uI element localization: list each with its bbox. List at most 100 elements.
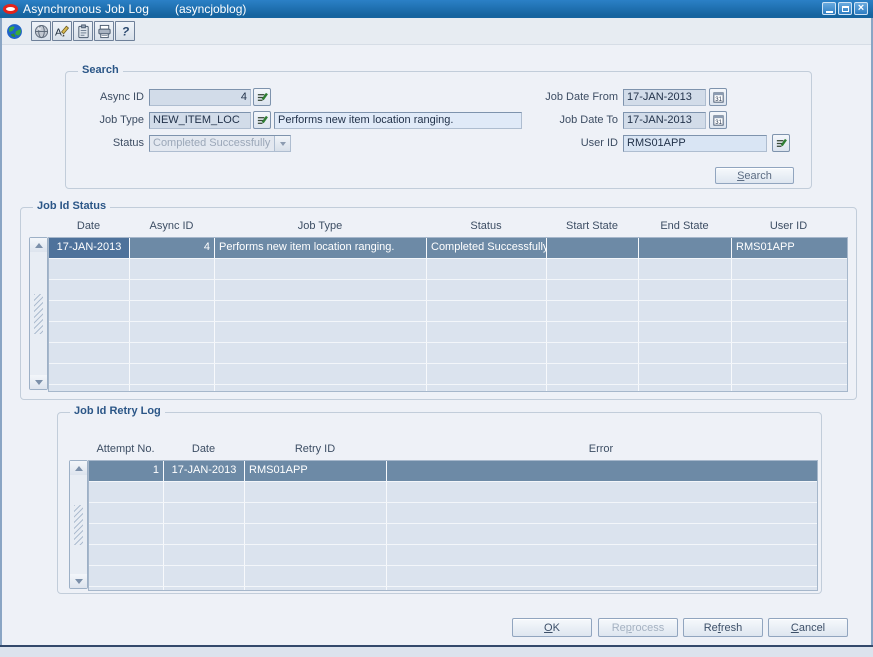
maximize-button[interactable] [838, 2, 852, 15]
table-row-empty[interactable] [89, 545, 817, 565]
svg-text:31: 31 [715, 97, 722, 103]
cell-retry-id[interactable]: RMS01APP [245, 461, 387, 481]
refresh-button[interactable]: Re f resh [683, 618, 763, 637]
table-row[interactable]: 1 17-JAN-2013 RMS01APP [89, 461, 817, 481]
window-resize-strip[interactable] [0, 647, 873, 657]
empty-cell [387, 566, 817, 586]
table-row-empty[interactable] [89, 524, 817, 544]
job-type-description-field: Performs new item location ranging. [274, 112, 522, 129]
empty-cell [245, 545, 387, 565]
column-header: Start State [566, 220, 618, 232]
job-date-from-label: Job Date From [545, 91, 618, 103]
table-row-empty[interactable] [49, 364, 847, 384]
table-row[interactable]: 17-JAN-2013 4 Performs new item location… [49, 238, 847, 258]
empty-cell [732, 259, 847, 279]
table-row-empty[interactable] [49, 322, 847, 342]
async-id-lov-button[interactable] [253, 88, 271, 106]
svg-text:?: ? [121, 24, 129, 38]
table-row-empty[interactable] [49, 280, 847, 300]
job-date-from-calendar-button[interactable]: 31 [709, 88, 727, 106]
table-row-empty[interactable] [49, 301, 847, 321]
empty-cell [245, 482, 387, 502]
empty-cell [89, 503, 164, 523]
table-row-empty[interactable] [49, 385, 847, 391]
scrollbar-thumb[interactable] [74, 504, 83, 545]
cell-error[interactable] [387, 461, 817, 481]
cell-job-type[interactable]: Performs new item location ranging. [215, 238, 427, 258]
window-title: Asynchronous Job Log [23, 2, 150, 16]
cell-start-state[interactable] [547, 238, 639, 258]
empty-cell [49, 322, 130, 342]
empty-cell [164, 566, 245, 586]
empty-cell [732, 322, 847, 342]
job-date-to-field[interactable]: 17-JAN-2013 [623, 112, 706, 129]
scrollbar-thumb[interactable] [34, 293, 43, 334]
window-border-right [871, 18, 873, 647]
table-row-empty[interactable] [89, 482, 817, 502]
reprocess-button[interactable]: Re p rocess [598, 618, 678, 637]
job-id-status-scrollbar[interactable] [29, 237, 48, 390]
job-id-retry-log-legend: Job Id Retry Log [70, 405, 165, 417]
edit-icon[interactable]: A [52, 21, 72, 41]
user-id-field[interactable]: RMS01APP [623, 135, 767, 152]
empty-cell [215, 259, 427, 279]
scroll-up-icon[interactable] [30, 238, 47, 252]
scroll-down-icon[interactable] [30, 375, 47, 389]
job-date-to-calendar-button[interactable]: 31 [709, 111, 727, 129]
empty-cell [547, 364, 639, 384]
empty-cell [427, 259, 547, 279]
clipboard-icon[interactable] [73, 21, 93, 41]
table-row-empty[interactable] [89, 587, 817, 590]
table-row-empty[interactable] [49, 259, 847, 279]
close-button[interactable]: × [854, 2, 868, 15]
chevron-down-icon[interactable] [274, 136, 290, 151]
empty-cell [732, 385, 847, 391]
cell-date[interactable]: 17-JAN-2013 [164, 461, 245, 481]
job-type-field[interactable]: NEW_ITEM_LOC [149, 112, 251, 129]
cell-date[interactable]: 17-JAN-2013 [49, 238, 130, 258]
cell-user-id[interactable]: RMS01APP [736, 241, 795, 253]
table-row-empty[interactable] [49, 343, 847, 363]
help-icon[interactable]: ? [115, 21, 135, 41]
empty-cell [732, 280, 847, 300]
job-type-label: Job Type [99, 114, 144, 126]
cell-attempt-no[interactable]: 1 [89, 461, 164, 481]
svg-text:31: 31 [715, 120, 722, 126]
window-border-bottom [0, 645, 873, 647]
empty-cell [89, 587, 164, 590]
empty-cell [215, 364, 427, 384]
scroll-up-icon[interactable] [70, 461, 87, 475]
column-header: Attempt No. [96, 443, 155, 455]
job-id-retry-log-scrollbar[interactable] [69, 460, 88, 589]
table-row-empty[interactable] [89, 503, 817, 523]
world-icon[interactable] [31, 21, 51, 41]
minimize-button[interactable] [822, 2, 836, 15]
empty-cell [130, 364, 215, 384]
cell-async-id[interactable]: 4 [130, 238, 215, 258]
user-id-lov-button[interactable] [772, 134, 790, 152]
empty-cell [547, 301, 639, 321]
table-row-empty[interactable] [89, 566, 817, 586]
empty-cell [49, 301, 130, 321]
scroll-down-icon[interactable] [70, 574, 87, 588]
empty-cell [732, 364, 847, 384]
status-select[interactable]: Completed Successfully [149, 135, 291, 152]
calendar-icon: 31 [712, 91, 724, 103]
async-id-label: Async ID [99, 91, 144, 103]
job-date-from-field[interactable]: 17-JAN-2013 [623, 89, 706, 106]
cell-status[interactable]: Completed Successfully [427, 238, 547, 258]
async-id-field[interactable]: 4 [149, 89, 251, 106]
job-id-status-table: 17-JAN-2013 4 Performs new item location… [48, 237, 848, 392]
search-frame-legend: Search [78, 64, 123, 76]
column-header: Job Type [297, 220, 343, 232]
job-type-lov-button[interactable] [253, 111, 271, 129]
cell-end-state[interactable] [639, 238, 732, 258]
empty-cell [49, 385, 130, 391]
printer-icon[interactable] [94, 21, 114, 41]
globe-icon[interactable] [4, 21, 24, 41]
column-header: Status [470, 220, 502, 232]
